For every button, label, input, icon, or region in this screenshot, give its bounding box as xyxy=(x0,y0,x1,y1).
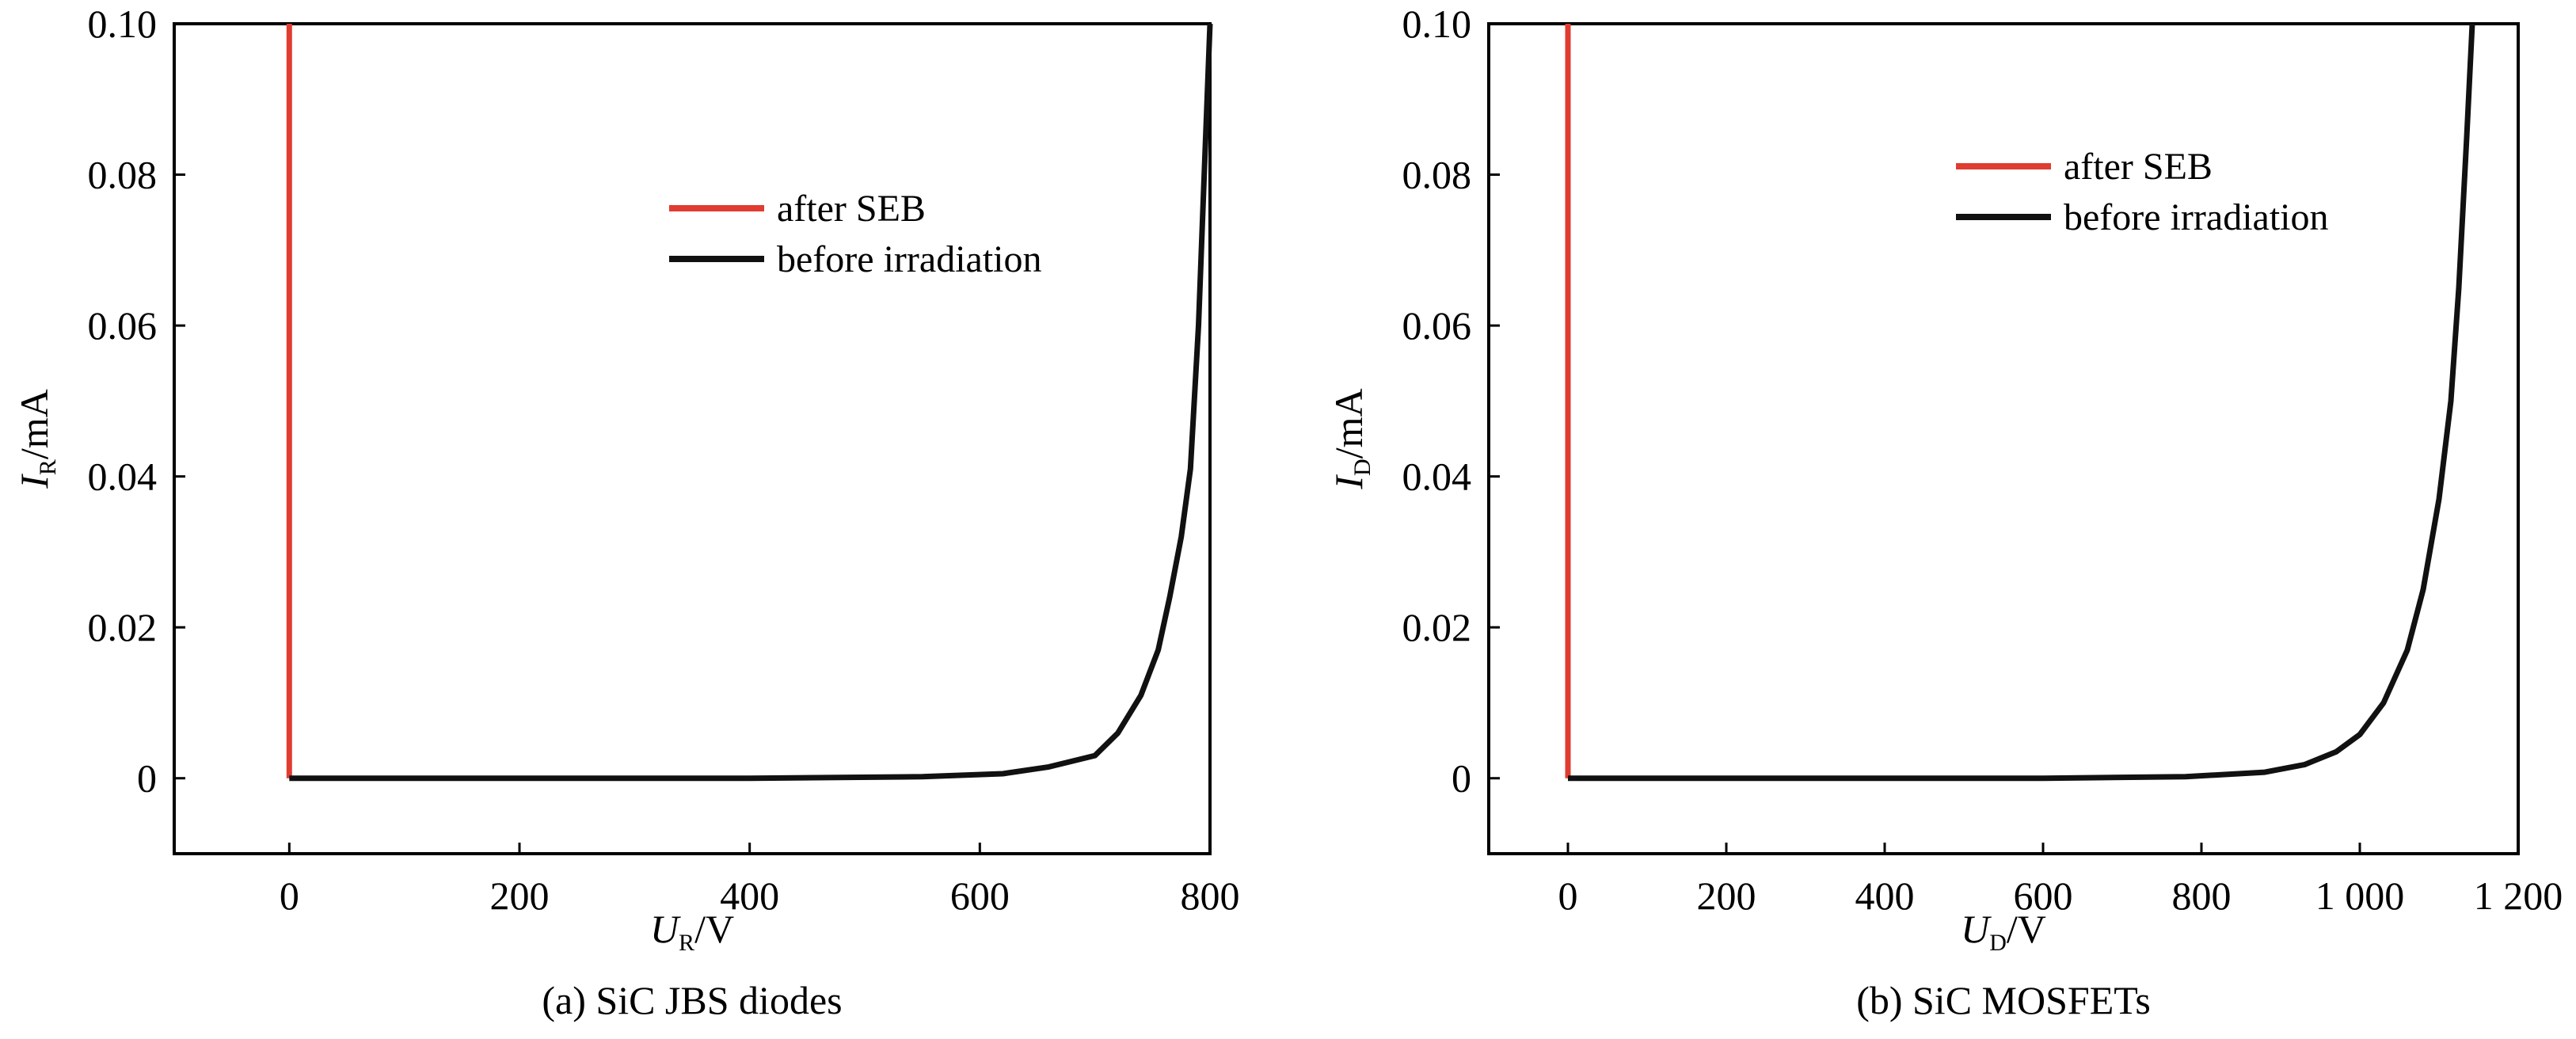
series-line-before-irradiation xyxy=(1568,23,2475,782)
y-tick-label: 0.04 xyxy=(88,455,158,499)
chart-caption: (b) SiC MOSFETs xyxy=(1856,978,2151,1022)
y-tick-label: 0.10 xyxy=(1402,2,1472,46)
y-axis-label: IR/mA xyxy=(12,389,61,489)
legend-label: before irradiation xyxy=(777,238,1042,280)
x-tick-label: 1 200 xyxy=(2474,873,2563,918)
x-tick-label: 400 xyxy=(720,873,779,918)
y-tick-label: 0.02 xyxy=(88,605,158,649)
x-axis-label: UR/V xyxy=(650,907,734,956)
y-axis-label: ID/mA xyxy=(1326,388,1376,489)
y-tick-label: 0 xyxy=(137,756,157,801)
y-tick-label: 0 xyxy=(1452,756,1471,801)
x-tick-label: 600 xyxy=(2014,873,2073,918)
y-tick-label: 0.08 xyxy=(1402,153,1472,197)
y-tick-label: 0.06 xyxy=(88,303,158,348)
y-tick-label: 0.10 xyxy=(88,2,158,46)
y-tick-label: 0.06 xyxy=(1402,303,1472,348)
x-tick-label: 0 xyxy=(280,873,299,918)
x-tick-label: 200 xyxy=(490,873,550,918)
y-tick-label: 0.08 xyxy=(88,153,158,197)
x-tick-label: 600 xyxy=(950,873,1010,918)
legend-label: after SEB xyxy=(2064,146,2213,188)
x-tick-label: 0 xyxy=(1558,873,1578,918)
chart-a: 0 200 400 600 800 0 0.02 0.04 0.06 0.08 0.10 after … xyxy=(12,2,1240,1022)
legend-label: before irradiation xyxy=(2064,196,2329,238)
series-line-before-irradiation xyxy=(289,23,1213,782)
plot-frame xyxy=(173,22,1212,855)
x-tick-label: 200 xyxy=(1697,873,1756,918)
legend-label: after SEB xyxy=(777,188,926,230)
y-tick-label: 0.02 xyxy=(1402,605,1472,649)
chart-b: 0 200 400 600 800 1 000 1 200 0 0.02 0.04 0.06 0.08… xyxy=(1326,2,2563,1022)
x-tick-label: 400 xyxy=(1855,873,1915,918)
x-tick-label: 1 000 xyxy=(2315,873,2405,918)
plot-frame xyxy=(1487,22,2520,855)
x-tick-label: 800 xyxy=(1181,873,1240,918)
x-axis-label: UD/V xyxy=(1961,907,2046,956)
y-tick-label: 0.04 xyxy=(1402,455,1472,499)
x-tick-label: 800 xyxy=(2172,873,2232,918)
chart-caption: (a) SiC JBS diodes xyxy=(542,978,842,1022)
